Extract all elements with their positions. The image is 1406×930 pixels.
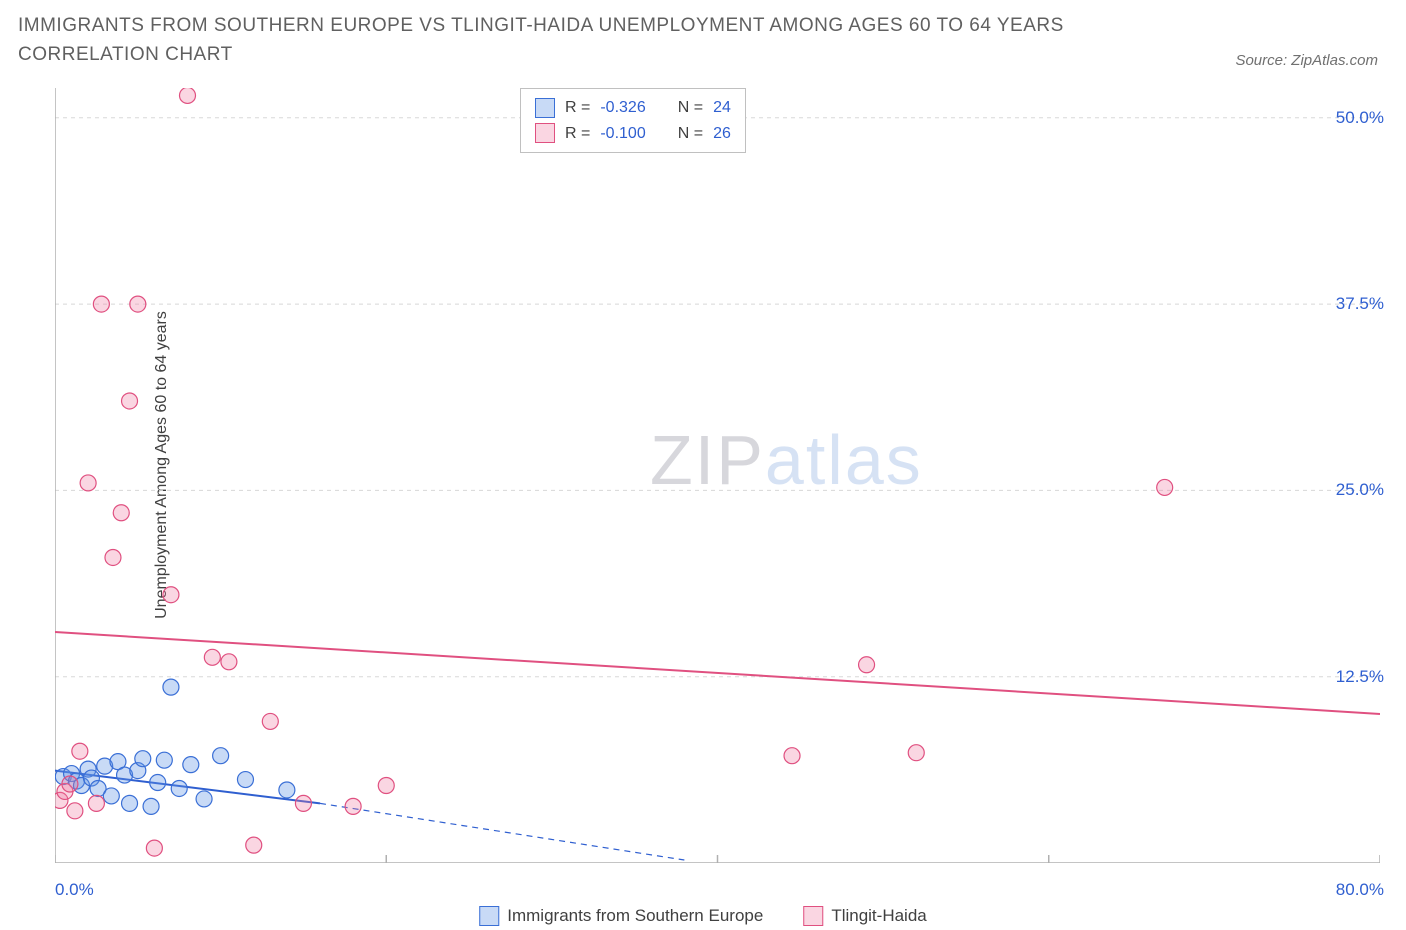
x-tick-max: 80.0% bbox=[1336, 880, 1384, 900]
legend-swatch bbox=[535, 98, 555, 118]
series-legend-item: Tlingit-Haida bbox=[803, 906, 926, 926]
legend-r-label: R = bbox=[565, 95, 590, 121]
x-tick-min: 0.0% bbox=[55, 880, 94, 900]
legend-swatch bbox=[803, 906, 823, 926]
legend-r-value: -0.100 bbox=[600, 121, 645, 147]
series-legend-label: Immigrants from Southern Europe bbox=[507, 906, 763, 926]
legend-n-label: N = bbox=[678, 121, 703, 147]
legend-n-label: N = bbox=[678, 95, 703, 121]
series-legend: Immigrants from Southern Europe Tlingit-H… bbox=[479, 906, 927, 926]
y-tick-label: 25.0% bbox=[1336, 480, 1384, 500]
stats-legend-row: R = -0.100 N = 26 bbox=[535, 121, 731, 147]
series-legend-label: Tlingit-Haida bbox=[831, 906, 926, 926]
stats-legend-row: R = -0.326 N = 24 bbox=[535, 95, 731, 121]
y-tick-label: 50.0% bbox=[1336, 108, 1384, 128]
legend-r-label: R = bbox=[565, 121, 590, 147]
legend-n-value: 24 bbox=[713, 95, 731, 121]
source-attribution: Source: ZipAtlas.com bbox=[1235, 52, 1378, 69]
legend-n-value: 26 bbox=[713, 121, 731, 147]
scatter-plot bbox=[55, 88, 1380, 863]
legend-swatch bbox=[535, 123, 555, 143]
y-tick-label: 12.5% bbox=[1336, 667, 1384, 687]
y-tick-label: 37.5% bbox=[1336, 294, 1384, 314]
chart-container: IMMIGRANTS FROM SOUTHERN EUROPE VS TLING… bbox=[0, 0, 1406, 930]
chart-title: IMMIGRANTS FROM SOUTHERN EUROPE VS TLING… bbox=[18, 12, 1118, 69]
series-legend-item: Immigrants from Southern Europe bbox=[479, 906, 763, 926]
legend-swatch bbox=[479, 906, 499, 926]
legend-r-value: -0.326 bbox=[600, 95, 645, 121]
stats-legend: R = -0.326 N = 24 R = -0.100 N = 26 bbox=[520, 88, 746, 153]
